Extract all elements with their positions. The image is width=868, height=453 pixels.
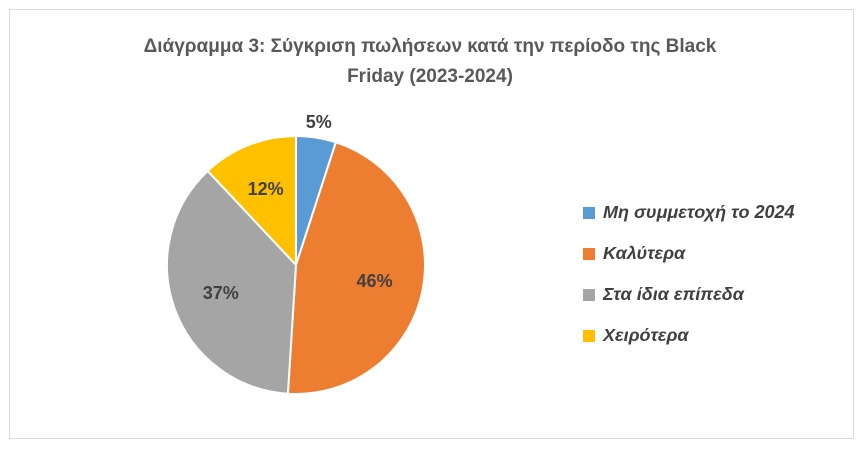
- legend-label: Μη συμμετοχή το 2024: [603, 202, 795, 222]
- legend-label: Χειρότερα: [603, 325, 689, 345]
- legend-swatch: [583, 206, 595, 219]
- data-label-worse: 12%: [248, 179, 284, 199]
- pie-slice-same: [166, 169, 298, 395]
- legend-item-no-participation: Μη συμμετοχή το 2024: [583, 192, 795, 233]
- pie-slice-better: [286, 141, 426, 395]
- legend-item-worse: Χειρότερα: [583, 315, 795, 356]
- legend-label: Στα ίδια επίπεδα: [603, 284, 744, 304]
- legend-item-better: Καλύτερα: [583, 233, 795, 274]
- legend-label: Καλύτερα: [603, 243, 686, 263]
- legend-item-same: Στα ίδια επίπεδα: [583, 274, 795, 315]
- pie-slice-worse: [206, 134, 297, 268]
- data-label-better: 46%: [357, 271, 393, 291]
- data-label-no-participation: 5%: [306, 112, 332, 132]
- chart-title-line-2: Friday (2023-2024): [347, 66, 513, 87]
- legend-swatch: [583, 288, 595, 301]
- chart-legend: Μη συμμετοχή το 2024 Καλύτερα Στα ίδια ε…: [583, 192, 795, 356]
- chart-frame: [9, 9, 854, 439]
- legend-swatch: [583, 329, 595, 342]
- legend-swatch: [583, 247, 595, 260]
- chart-title: Διάγραμμα 3: Σύγκριση πωλήσεων κατά την …: [80, 32, 780, 92]
- data-label-same: 37%: [203, 283, 239, 303]
- chart-title-line-1: Διάγραμμα 3: Σύγκριση πωλήσεων κατά την …: [143, 36, 717, 57]
